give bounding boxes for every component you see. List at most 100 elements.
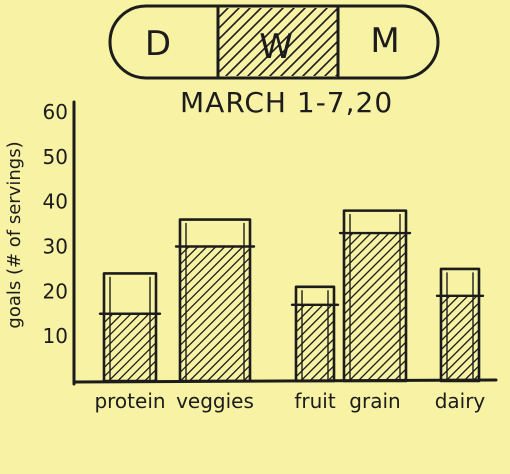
bars <box>98 209 510 383</box>
hatch-line <box>296 337 334 378</box>
hatch-line <box>337 305 413 381</box>
bar-fruit <box>290 285 476 383</box>
hatch-line <box>104 313 150 360</box>
hatch-line <box>412 233 510 381</box>
hatch-line <box>236 8 306 76</box>
hatch-line <box>344 278 406 342</box>
toggle-label-month: M <box>370 21 399 61</box>
hatch-line <box>180 274 250 347</box>
hatch-line <box>180 246 208 275</box>
hatch-line <box>271 247 406 382</box>
hatch-line <box>344 242 406 306</box>
hatch-line <box>463 364 479 382</box>
hatch-line <box>242 373 250 381</box>
hatch-line <box>344 233 372 261</box>
hatch-line <box>180 246 235 302</box>
hatch-line <box>441 295 469 324</box>
toggle-option-month[interactable]: M <box>370 21 399 61</box>
bar-hatch <box>180 246 406 382</box>
toggle-label-week: W <box>259 27 293 67</box>
hatch-line <box>296 304 333 342</box>
hatch-line <box>441 295 460 315</box>
hatch-line <box>180 301 250 374</box>
toggle-option-day[interactable]: D <box>145 24 171 64</box>
hatch-line <box>493 233 510 381</box>
hatch-line <box>441 328 479 369</box>
y-tick-label: 30 <box>43 235 68 259</box>
goal-outline <box>102 272 158 383</box>
goal-outline <box>439 267 481 383</box>
hatch-line <box>218 8 284 75</box>
toggle-label-day: D <box>145 24 171 64</box>
hatch-line <box>269 8 338 76</box>
hatch-line <box>253 247 388 382</box>
hatch-line <box>393 368 406 381</box>
hatch-line <box>104 314 156 369</box>
hatch-line <box>180 246 244 311</box>
hatch-line <box>375 350 406 381</box>
hatch-line <box>104 313 132 342</box>
hatch-line <box>180 247 250 320</box>
hatch-line <box>104 313 123 333</box>
bar-protein <box>98 272 162 383</box>
hatch-line <box>441 319 479 360</box>
servings-bar-chart: goals (# of servings) 10 20 30 40 50 60 prote… <box>4 100 510 413</box>
hatch-line <box>296 328 334 369</box>
hatch-line <box>108 332 156 381</box>
hatch-line <box>344 233 406 297</box>
toggle-option-week[interactable]: W <box>259 27 293 67</box>
hatch-line <box>258 8 328 76</box>
hatch-line <box>197 328 250 381</box>
hatch-line <box>454 355 479 382</box>
x-tick-label: fruit <box>294 389 335 413</box>
hatch-line <box>344 314 406 378</box>
hatch-line <box>344 251 406 315</box>
hatch-line <box>373 305 449 381</box>
hatch-line <box>126 350 156 381</box>
goal-outline <box>178 218 252 383</box>
hatch-line <box>441 295 478 333</box>
hatch-line <box>296 319 334 360</box>
hatch-line <box>424 8 492 76</box>
hatch-line <box>502 233 510 381</box>
hatch-line <box>327 373 334 381</box>
date-range-title: MARCH 1-7,20 <box>180 86 393 119</box>
hatch-line <box>224 355 250 381</box>
hatch-line <box>482 296 510 381</box>
hatch-line <box>225 8 295 76</box>
hatch-line <box>344 305 406 369</box>
x-tick-label: protein <box>94 389 165 413</box>
goal-outline <box>294 285 336 383</box>
hatch-line <box>344 233 381 270</box>
hatch-line <box>344 296 406 360</box>
x-tick-label: grain <box>349 389 400 413</box>
hatch-line <box>296 304 315 324</box>
hatch-line <box>491 296 510 381</box>
hatch-line <box>344 233 399 288</box>
bar-grain <box>338 209 510 383</box>
hatch-line <box>348 323 406 381</box>
range-toggle[interactable]: D W M <box>108 4 503 80</box>
bar-hatch <box>344 233 510 381</box>
hatch-line <box>484 233 510 381</box>
hatch-line <box>180 292 250 365</box>
hatch-line <box>318 364 334 381</box>
hatch-line <box>391 305 467 381</box>
hatch-line <box>180 265 250 338</box>
hatch-line <box>218 8 273 64</box>
hatch-line <box>180 310 250 381</box>
x-labels: protein veggies fruit grain dairy <box>94 389 485 413</box>
hatch-line <box>391 8 459 76</box>
hatch-line <box>441 310 479 351</box>
bar-dairy <box>435 267 510 383</box>
hatch-line <box>180 246 217 284</box>
hatch-line <box>400 305 476 381</box>
hatch-line <box>441 301 479 342</box>
hatch-line <box>247 8 317 76</box>
y-axis-label: goals (# of servings) <box>4 141 25 328</box>
hatch-line <box>262 247 397 382</box>
hatch-line <box>300 346 334 381</box>
hatch-line <box>441 295 451 306</box>
